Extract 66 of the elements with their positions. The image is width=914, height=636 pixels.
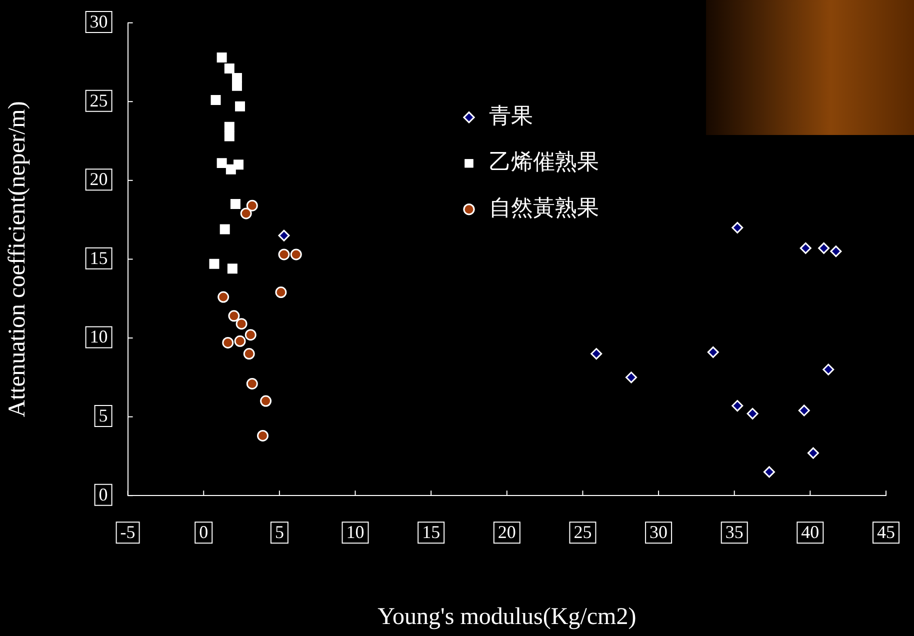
x-tick-label: 30 — [650, 522, 668, 542]
point — [625, 372, 637, 384]
point — [244, 329, 256, 341]
point — [243, 348, 255, 360]
point — [278, 230, 290, 242]
point — [746, 408, 758, 420]
point — [235, 101, 246, 112]
point — [290, 248, 302, 260]
y-tick-label: 5 — [98, 406, 108, 426]
x-tick-label: 20 — [498, 522, 516, 542]
point — [590, 348, 602, 360]
point — [246, 378, 258, 390]
point — [227, 264, 238, 274]
point — [798, 404, 810, 416]
x-tick-label: 25 — [574, 522, 592, 542]
point — [240, 208, 252, 220]
point — [228, 310, 240, 322]
x-tick-label: -5 — [120, 522, 136, 542]
x-tick-label: 45 — [877, 522, 895, 542]
point — [230, 199, 240, 210]
point — [278, 248, 290, 260]
x-tick-label: 5 — [274, 522, 284, 542]
point — [830, 246, 842, 258]
x-tick-label: 10 — [346, 522, 364, 542]
y-tick-label: 10 — [90, 326, 108, 347]
y-tick-label: 25 — [90, 90, 108, 110]
point — [216, 158, 227, 168]
y-axis-title: Attenuation coefficient(neper/m) — [4, 101, 31, 418]
point — [275, 286, 287, 298]
y-tick-label: 20 — [90, 169, 108, 190]
point — [732, 400, 744, 412]
point — [234, 160, 244, 170]
point — [260, 395, 272, 407]
point — [822, 364, 834, 376]
point — [222, 336, 234, 348]
point — [216, 52, 227, 62]
point — [732, 222, 744, 234]
point — [818, 242, 830, 254]
x-tick-label: 15 — [422, 522, 440, 542]
point — [209, 258, 220, 269]
x-tick-label: 0 — [199, 522, 208, 542]
point — [800, 242, 812, 254]
point — [210, 95, 221, 106]
y-tick-label: 15 — [90, 248, 108, 268]
x-axis-title: Young's modulus(Kg/cm2) — [378, 604, 636, 630]
point — [224, 64, 234, 74]
point — [807, 447, 819, 459]
y-tick-label: 0 — [98, 484, 108, 504]
point — [220, 224, 230, 234]
legend-label: 乙烯催熟果 — [488, 150, 599, 176]
legend-label: 自然黃熟果 — [488, 196, 599, 222]
point — [257, 430, 269, 442]
point — [224, 122, 234, 132]
point — [236, 318, 248, 330]
x-tick-label: 35 — [725, 522, 744, 542]
point — [226, 164, 236, 174]
x-tick-label: 40 — [801, 522, 820, 542]
point — [763, 466, 775, 478]
point — [707, 346, 719, 358]
point — [246, 200, 258, 212]
point — [234, 335, 246, 347]
point — [232, 80, 242, 91]
point — [224, 131, 234, 142]
y-tick-label: 30 — [90, 12, 108, 32]
point — [218, 291, 230, 303]
legend-label: 青果 — [488, 104, 533, 130]
